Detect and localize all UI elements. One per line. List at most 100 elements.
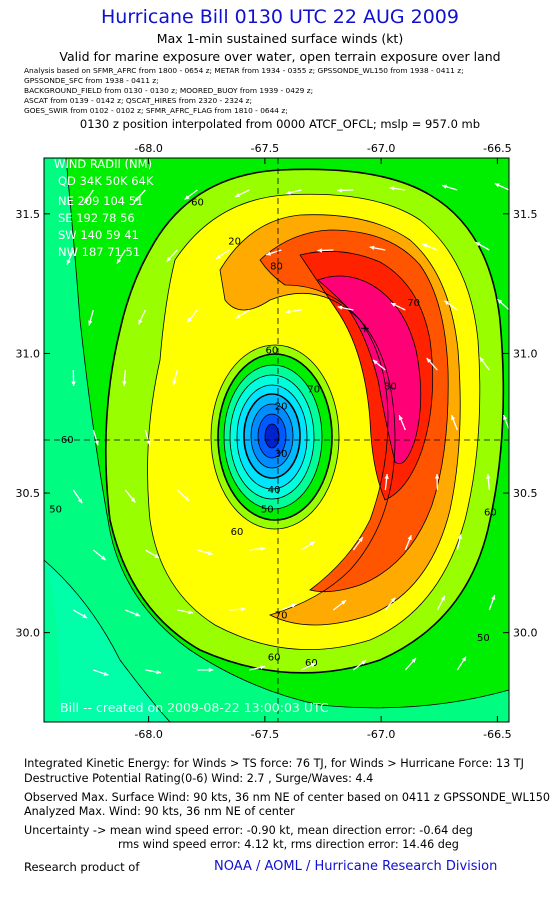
wind-arrow-head bbox=[461, 656, 467, 662]
exposure-note: Valid for marine exposure over water, op… bbox=[59, 49, 501, 64]
chart-subtitle: Max 1-min sustained surface winds (kt) bbox=[156, 31, 404, 46]
wind-arrow-head bbox=[358, 537, 363, 543]
noaa-link[interactable]: NOAA / AOML / Hurricane Research Divisio… bbox=[214, 859, 498, 874]
wind-arrow-head bbox=[208, 667, 214, 673]
wind-arrow-head bbox=[134, 196, 140, 202]
wind-arrow-head bbox=[172, 380, 177, 386]
wind-arrow-head bbox=[71, 381, 76, 386]
wind-arrow-head bbox=[235, 314, 241, 319]
x-tick-label: -67.0 bbox=[367, 728, 395, 741]
contour-label: 80 bbox=[270, 262, 283, 273]
chart-title: Hurricane Bill 0130 UTC 22 AUG 2009 bbox=[100, 6, 459, 28]
y-tick-label: 31.0 bbox=[513, 347, 538, 360]
wind-arrow-head bbox=[503, 415, 508, 421]
max-wind-marker bbox=[360, 324, 369, 333]
wind-arrow-head bbox=[407, 535, 412, 541]
wind-arrow-head bbox=[444, 300, 450, 306]
analyzed-max-line: Analyzed Max. Wind: 90 kts, 36 nm NE of … bbox=[24, 805, 295, 818]
y-tick-label: 31.0 bbox=[16, 347, 41, 360]
source-line: BACKGROUND_FIELD from 0130 - 0130 z; MOO… bbox=[24, 86, 314, 95]
y-tick-label: 31.5 bbox=[513, 208, 538, 221]
wind-arrow bbox=[508, 669, 509, 670]
position-note: 0130 z position interpolated from 0000 A… bbox=[79, 117, 481, 131]
contour-label: 60 bbox=[265, 345, 278, 356]
wind-arrow-head bbox=[434, 474, 440, 479]
contour-label: 70 bbox=[275, 611, 288, 622]
uncertainty-rms-line: rms wind speed error: 4.12 kt, rms direc… bbox=[118, 838, 459, 851]
wind-arrow-head bbox=[116, 258, 122, 264]
wind-arrow-head bbox=[88, 320, 93, 326]
radii-title: WIND RADII (NM) bbox=[54, 157, 152, 171]
wind-arrow-head bbox=[442, 184, 447, 189]
uncertainty-line: Uncertainty -> mean wind speed error: -0… bbox=[24, 824, 473, 837]
contour-label: 70 bbox=[407, 298, 420, 309]
source-line: GOES_SWIR from 0102 - 0102 z; SFMR_AFRC_… bbox=[24, 106, 288, 115]
contour-label: 30 bbox=[275, 449, 288, 460]
contour-label: 60 bbox=[191, 197, 204, 208]
radii-header: QD 34K 50K 64K bbox=[58, 174, 154, 188]
wind-arrow-head bbox=[77, 498, 83, 504]
x-tick-label: -66.5 bbox=[483, 142, 511, 155]
wind-arrow-head bbox=[184, 195, 190, 200]
wind-arrow-head bbox=[285, 190, 291, 195]
contour-label: 50 bbox=[477, 633, 490, 644]
wind-arrow-head bbox=[369, 245, 375, 250]
source-line: ASCAT from 0139 - 0142 z; QSCAT_HIRES fr… bbox=[24, 96, 253, 105]
wind-arrow-head bbox=[497, 299, 503, 304]
wind-arrow-head bbox=[260, 665, 265, 670]
wind-arrow-head bbox=[310, 663, 316, 668]
wind-arrow-head bbox=[491, 594, 496, 600]
wind-arrow-head bbox=[156, 669, 162, 675]
wind-arrow-head bbox=[135, 612, 141, 617]
wind-arrow-head bbox=[266, 251, 272, 256]
contour-label: 60 bbox=[484, 507, 497, 518]
x-tick-label: -68.0 bbox=[134, 142, 162, 155]
wind-arrow-head bbox=[337, 305, 343, 310]
x-tick-label: -68.0 bbox=[134, 728, 162, 741]
contour-label: 20 bbox=[228, 237, 241, 248]
contour-label: 20 bbox=[275, 401, 288, 412]
wind-arrow-head bbox=[240, 607, 246, 612]
wind-arrow-head bbox=[361, 660, 367, 665]
x-tick-label: -67.5 bbox=[251, 142, 279, 155]
wind-arrow-head bbox=[291, 603, 297, 608]
wind-arrow-head bbox=[398, 415, 403, 421]
wind-vectors bbox=[66, 182, 516, 676]
wind-arrow-head bbox=[512, 656, 516, 661]
y-tick-label: 30.0 bbox=[513, 627, 538, 640]
wind-arrow-head bbox=[138, 319, 143, 325]
plot-frame bbox=[43, 157, 510, 723]
wind-arrow-head bbox=[389, 186, 395, 191]
y-tick-label: 30.0 bbox=[16, 627, 41, 640]
wind-arrow-head bbox=[154, 553, 160, 559]
wind-arrow-head bbox=[309, 541, 315, 546]
wind-arrow-head bbox=[103, 671, 109, 676]
credit-text: Bill -- created on 2009-08-22 13:00:03 U… bbox=[60, 700, 329, 715]
wind-arrow-head bbox=[187, 317, 192, 323]
wind-arrow-head bbox=[457, 534, 462, 540]
wind-arrow-head bbox=[337, 188, 342, 193]
wind-arrow-head bbox=[122, 381, 127, 386]
x-tick-label: -67.0 bbox=[367, 142, 395, 155]
axis-ticks: -68.0 -68.0 -67.5 -67.5 -67.0 -67.0 -66.5 -66.5… bbox=[16, 142, 538, 741]
wind-arrow-head bbox=[66, 259, 71, 265]
contour-label: 50 bbox=[49, 505, 62, 516]
contour-label: 40 bbox=[268, 485, 281, 496]
x-tick-label: -67.5 bbox=[251, 728, 279, 741]
wind-arrow-head bbox=[440, 595, 445, 601]
wind-arrow-head bbox=[422, 243, 428, 248]
wind-arrow-head bbox=[166, 256, 172, 262]
radii-row: SW 140 59 41 bbox=[58, 228, 139, 242]
wind-arrow-head bbox=[390, 597, 396, 603]
wind-arrow-head bbox=[82, 613, 88, 619]
wind-arrow-head bbox=[184, 496, 190, 501]
contour-label: 70 bbox=[307, 385, 320, 396]
wind-arrow-head bbox=[188, 609, 194, 615]
wind-arrow-head bbox=[494, 183, 500, 188]
wind-arrow-head bbox=[411, 658, 416, 663]
contour-label: 60 bbox=[231, 527, 244, 538]
wind-arrow-head bbox=[100, 555, 106, 561]
observed-max-line: Observed Max. Surface Wind: 90 kts, 36 n… bbox=[24, 791, 551, 804]
contour-label: 80 bbox=[384, 382, 397, 393]
research-label: Research product of bbox=[24, 860, 140, 874]
